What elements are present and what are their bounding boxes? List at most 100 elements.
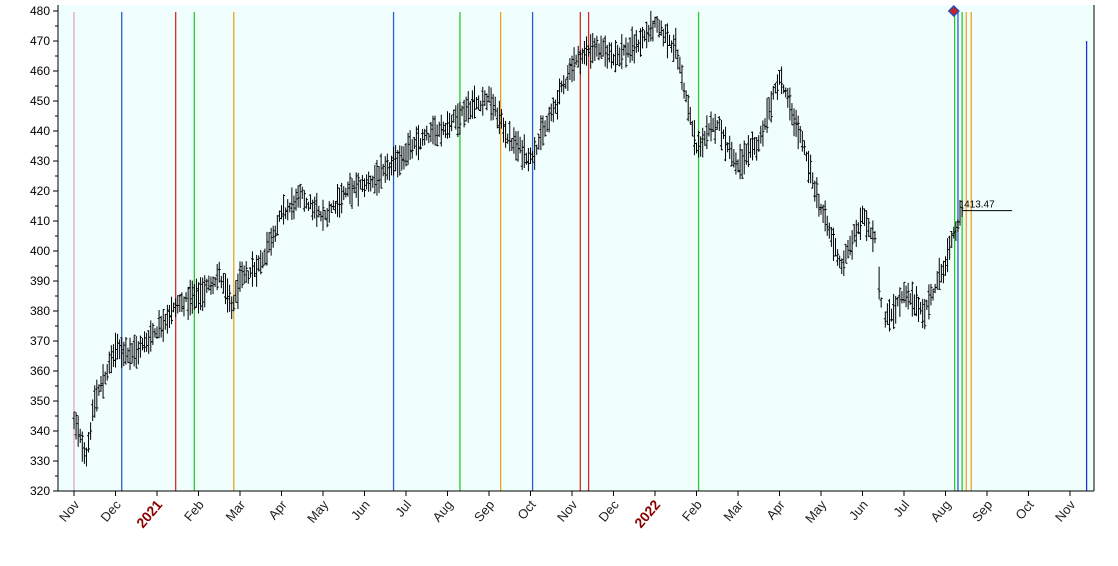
price-bar xyxy=(232,295,236,312)
price-bar xyxy=(87,431,91,453)
price-bar xyxy=(948,235,952,260)
price-bar xyxy=(564,78,568,89)
price-bar xyxy=(223,273,227,305)
x-tick-label: Dec xyxy=(97,497,124,525)
price-bar xyxy=(622,44,626,56)
price-bar xyxy=(406,132,410,165)
price-bar xyxy=(614,40,618,73)
price-bar xyxy=(692,120,696,156)
price-bar xyxy=(371,175,375,188)
price-bar xyxy=(277,210,281,222)
price-bar xyxy=(742,140,746,175)
price-bar xyxy=(495,107,499,129)
price-bar xyxy=(180,292,184,313)
price-bar xyxy=(580,48,584,64)
x-tick-label: 2022 xyxy=(631,496,663,530)
x-tick-label: 2021 xyxy=(133,496,165,530)
price-bar xyxy=(524,152,528,165)
price-bar xyxy=(755,136,759,161)
price-bar xyxy=(105,364,109,381)
price-bar xyxy=(163,313,167,330)
price-bar xyxy=(153,328,157,338)
price-bar xyxy=(107,351,111,374)
price-bar xyxy=(715,120,719,130)
price-bar xyxy=(448,112,452,138)
price-bar xyxy=(954,221,958,241)
y-tick-label: 430 xyxy=(30,154,50,168)
price-bar xyxy=(441,121,445,136)
price-bar xyxy=(122,341,126,367)
price-bar xyxy=(782,84,786,94)
price-bar xyxy=(489,87,493,121)
price-bars xyxy=(72,10,964,467)
price-bar xyxy=(804,151,808,162)
price-bar xyxy=(800,130,804,152)
price-bar xyxy=(641,26,645,49)
price-bar xyxy=(690,120,694,137)
price-bar xyxy=(205,278,209,293)
price-bar xyxy=(242,265,246,285)
price-bar xyxy=(126,347,130,364)
price-bar xyxy=(655,15,659,33)
price-bar xyxy=(697,130,701,158)
price-bar xyxy=(767,97,771,120)
x-tick-label: Aug xyxy=(429,497,455,524)
price-bar xyxy=(302,190,306,212)
price-bar xyxy=(661,28,665,47)
x-tick-label: Oct xyxy=(1012,497,1037,522)
price-bar xyxy=(769,91,773,123)
price-bar xyxy=(213,276,217,288)
price-bar xyxy=(151,323,155,345)
x-tick-label: Apr xyxy=(763,497,788,523)
price-bar xyxy=(259,250,263,275)
price-bar xyxy=(317,205,321,218)
price-bar xyxy=(892,293,896,330)
price-bar xyxy=(253,262,257,277)
x-tick-label: May xyxy=(304,497,332,526)
price-bar xyxy=(522,134,526,169)
price-bar xyxy=(462,99,466,128)
x-tick-label: Jun xyxy=(846,497,871,523)
price-bar xyxy=(472,85,476,119)
price-bar xyxy=(176,295,180,314)
price-bar xyxy=(416,125,420,161)
price-bar xyxy=(408,130,412,160)
price-bar xyxy=(711,117,715,132)
price-bar xyxy=(937,257,941,290)
price-bar xyxy=(601,38,605,57)
x-tick-label: Feb xyxy=(181,497,207,524)
price-bar xyxy=(578,50,582,75)
price-bar xyxy=(143,331,147,353)
price-bar xyxy=(421,128,425,146)
price-bar xyxy=(842,250,846,277)
price-bar xyxy=(130,342,134,364)
price-bar xyxy=(514,131,518,161)
price-bar xyxy=(89,422,93,440)
price-bar xyxy=(333,200,337,214)
price-bar xyxy=(709,111,713,142)
price-bar xyxy=(91,399,95,422)
price-bar xyxy=(792,108,796,137)
price-bar xyxy=(244,261,248,283)
x-tick-label: Aug xyxy=(927,497,953,524)
price-bar xyxy=(404,142,408,167)
price-bar xyxy=(790,103,794,126)
price-bar xyxy=(958,200,962,226)
price-bar xyxy=(290,187,294,220)
price-bar xyxy=(248,267,252,278)
price-bar xyxy=(686,94,690,122)
price-bar xyxy=(470,90,474,119)
x-tick-label: May xyxy=(802,497,830,526)
price-bar xyxy=(230,296,234,320)
price-bar xyxy=(300,186,304,200)
price-bar xyxy=(304,197,308,209)
price-bar xyxy=(935,271,939,290)
price-bar xyxy=(684,90,688,103)
price-bar xyxy=(327,201,331,223)
price-bar xyxy=(526,147,530,172)
price-bar xyxy=(336,183,340,217)
price-bar xyxy=(676,49,680,70)
price-bar xyxy=(271,225,275,248)
price-bar xyxy=(84,447,88,467)
